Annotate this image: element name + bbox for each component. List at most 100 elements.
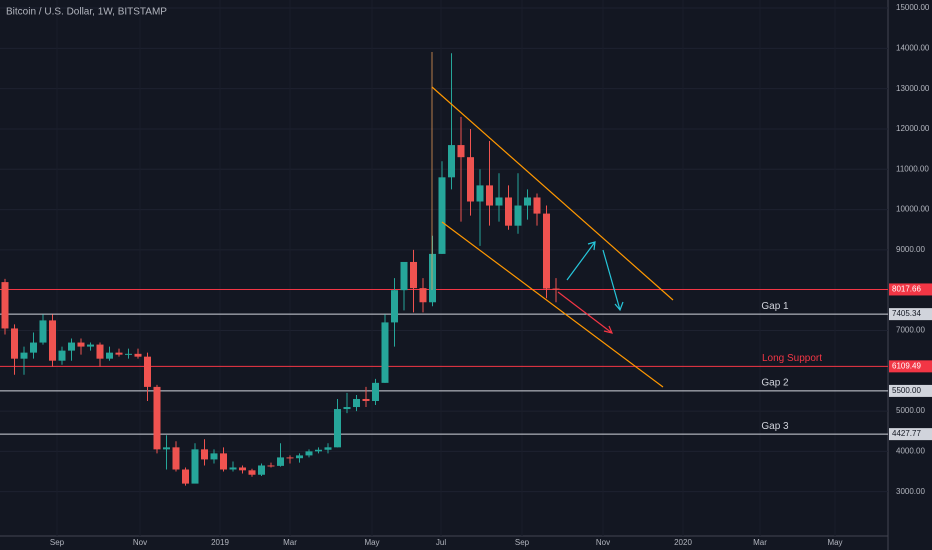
candle-body (362, 398, 370, 401)
y-tick-label: 11000.00 (896, 164, 929, 173)
candle-body (182, 469, 189, 484)
candle-body (495, 197, 503, 206)
candle-body (77, 342, 85, 347)
candle-body (58, 350, 66, 361)
y-tick-label: 15000.00 (896, 3, 930, 12)
axes: 3000.00 4000.00 5000.00 7000.00 9000.00 10000… (50, 3, 932, 547)
candle-body (505, 197, 512, 226)
candle-body (220, 453, 227, 470)
channel-bottom (441, 221, 664, 388)
x-tick-label: Jul (436, 538, 446, 547)
candle-body (543, 213, 550, 289)
price-label: 6109.49 (892, 361, 921, 370)
candle-body (324, 447, 332, 450)
y-tick-label: 9000.00 (896, 245, 925, 254)
candle-body (68, 342, 75, 351)
x-tick-label: Mar (283, 538, 297, 547)
candle-body (448, 145, 455, 178)
price-label: 5500.00 (892, 386, 921, 395)
candle-body (11, 328, 18, 359)
arrow-up (566, 241, 596, 281)
price-label: 7405.34 (892, 309, 921, 318)
candle-body (267, 465, 275, 467)
arrow-red (557, 291, 613, 334)
level-name: Gap 1 (761, 301, 789, 312)
y-tick-label: 7000.00 (896, 326, 925, 335)
x-tick-label: Sep (50, 538, 65, 547)
level-name: Long Support (762, 353, 822, 364)
candle-body (258, 465, 265, 475)
y-tick-label: 12000.00 (896, 124, 930, 133)
price-label-box (889, 308, 932, 321)
price-label-box (889, 283, 932, 296)
candle-body (87, 344, 94, 347)
candle-body (229, 467, 237, 470)
candle-body (134, 353, 142, 357)
x-tick-label: Sep (515, 538, 530, 547)
candle-body (248, 470, 256, 475)
candle-body (153, 386, 161, 450)
candle-body (533, 197, 541, 214)
candle-body (210, 453, 218, 460)
candle-body (286, 457, 294, 459)
candle-body (400, 261, 408, 291)
y-tick-label: 10000.00 (896, 205, 930, 214)
candle-body (514, 205, 522, 226)
channel-top (431, 86, 674, 301)
candle-body (96, 344, 104, 359)
candle-body (391, 290, 398, 323)
grid (0, 7, 888, 493)
candle-body (49, 320, 56, 361)
arrow-up-head (587, 241, 596, 251)
candle-body (410, 261, 417, 289)
candle-body (39, 320, 47, 343)
candle-body (438, 177, 446, 254)
candle-body (191, 449, 199, 484)
candle-body (552, 288, 560, 290)
x-tick-label: 2019 (211, 538, 229, 547)
candle-body (115, 352, 123, 355)
candle-body (305, 451, 313, 456)
x-tick-label: May (364, 538, 379, 547)
candle-body (172, 447, 180, 470)
x-tick-label: Nov (596, 538, 610, 547)
candle-body (30, 342, 37, 353)
candle-body (125, 353, 132, 355)
y-tick-label: 13000.00 (896, 84, 930, 93)
candle-body (372, 382, 379, 401)
candle-body (296, 455, 303, 459)
candle-body (144, 356, 151, 387)
price-label-box (889, 384, 932, 397)
x-tick-label: 2020 (674, 538, 692, 547)
candle-body (486, 185, 493, 206)
price-label: 8017.66 (892, 285, 921, 294)
y-tick-label: 14000.00 (896, 43, 930, 52)
chart-title: Bitcoin / U.S. Dollar, 1W, BITSTAMP (6, 7, 167, 18)
candle-body (106, 352, 113, 359)
arrow-down (602, 249, 621, 311)
candle-body (1, 282, 9, 329)
candle-body (201, 449, 208, 460)
price-label-box (889, 360, 932, 373)
x-tick-label: Nov (133, 538, 147, 547)
candle-body (239, 467, 246, 471)
level-name: Gap 3 (761, 421, 789, 432)
arrow-down-head (614, 301, 624, 312)
price-label-box (889, 428, 932, 441)
y-tick-label: 4000.00 (896, 446, 925, 455)
y-tick-label: 3000.00 (896, 487, 925, 496)
candle-body (419, 288, 427, 303)
candle-body (476, 185, 484, 202)
y-tick-label: 5000.00 (896, 406, 925, 415)
drawings (431, 52, 674, 388)
candle-body (467, 157, 474, 202)
candle-body (457, 145, 465, 158)
candle-body (334, 409, 341, 448)
price-label: 4427.77 (892, 429, 921, 438)
arrow-red-head (603, 325, 614, 334)
candle-body (20, 352, 28, 359)
candle-body (277, 457, 284, 466)
level-name: Gap 2 (761, 378, 789, 389)
